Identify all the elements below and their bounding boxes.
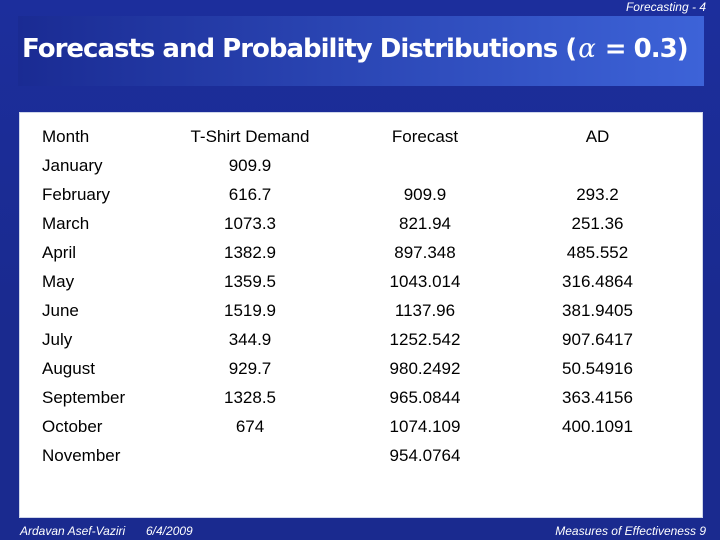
cell-demand: 1073.3 (224, 214, 276, 233)
cell-ad: 400.1091 (562, 417, 633, 436)
cell-ad: 50.54916 (562, 359, 633, 378)
table-row: January 909.9 (20, 156, 704, 185)
title-prefix: Forecasts and Probability Distributions … (22, 34, 577, 64)
page-title: Forecasts and Probability Distributions … (22, 34, 689, 64)
cell-demand: 616.7 (228, 185, 272, 204)
cell-demand: 1519.9 (224, 301, 276, 320)
table-row: September 1328.5 965.0844 363.4156 (20, 388, 704, 417)
cell-demand: 1328.5 (224, 388, 276, 407)
footer-section: Measures of Effectiveness 9 (555, 524, 706, 538)
column-header-month: Month (42, 127, 90, 146)
cell-ad: 293.2 (576, 185, 619, 204)
cell-ad: 363.4156 (562, 388, 633, 407)
table-row: November 954.0764 (20, 446, 704, 475)
cell-month: June (42, 301, 79, 320)
cell-forecast: 954.0764 (389, 446, 461, 465)
table-panel: Month T-Shirt Demand Forecast AD January… (19, 112, 703, 518)
cell-demand: 344.9 (228, 330, 272, 349)
alpha-symbol: α (578, 34, 596, 64)
cell-demand: 1382.9 (224, 243, 276, 262)
cell-forecast: 909.9 (403, 185, 447, 204)
cell-month: October (42, 417, 103, 436)
cell-forecast: 897.348 (394, 243, 456, 262)
cell-month: April (42, 243, 77, 262)
cell-month: March (42, 214, 90, 233)
cell-month: November (42, 446, 121, 465)
cell-demand: 929.7 (228, 359, 272, 378)
table-row: February 616.7 909.9 293.2 (20, 185, 704, 214)
cell-forecast: 821.94 (399, 214, 451, 233)
cell-forecast: 1252.542 (389, 330, 461, 349)
cell-ad: 485.552 (566, 243, 629, 262)
cell-ad: 251.36 (571, 214, 624, 233)
cell-month: July (42, 330, 73, 349)
chapter-label: Forecasting - 4 (625, 0, 706, 14)
table-row: October 674 1074.109 400.1091 (20, 417, 704, 446)
cell-ad: 381.9405 (562, 301, 633, 320)
cell-month: May (42, 272, 75, 291)
cell-forecast: 980.2492 (389, 359, 461, 378)
cell-demand: 1359.5 (224, 272, 276, 291)
cell-demand: 909.9 (228, 156, 272, 175)
cell-forecast: 1137.96 (394, 301, 456, 320)
cell-month: February (42, 185, 111, 204)
cell-forecast: 1074.109 (389, 417, 461, 436)
cell-month: September (42, 388, 126, 407)
column-header-ad: AD (585, 127, 610, 146)
table-row: July 344.9 1252.542 907.6417 (20, 330, 704, 359)
footer-author: Ardavan Asef-Vaziri (20, 524, 126, 538)
title-suffix: = 0.3) (596, 34, 689, 64)
cell-ad: 316.4864 (562, 272, 633, 291)
column-header-demand: T-Shirt Demand (190, 127, 310, 146)
table-row: April 1382.9 897.348 485.552 (20, 243, 704, 272)
table-header-row: Month T-Shirt Demand Forecast AD (20, 127, 704, 156)
table-row: May 1359.5 1043.014 316.4864 (20, 272, 704, 301)
table-row: August 929.7 980.2492 50.54916 (20, 359, 704, 388)
footer-date: 6/4/2009 (146, 524, 193, 538)
table-row: March 1073.3 821.94 251.36 (20, 214, 704, 243)
cell-month: August (42, 359, 95, 378)
cell-demand: 674 (235, 417, 265, 436)
cell-month: January (42, 156, 103, 175)
column-header-forecast: Forecast (391, 127, 459, 146)
cell-forecast: 965.0844 (389, 388, 461, 407)
title-bar (18, 16, 704, 86)
cell-ad: 907.6417 (562, 330, 633, 349)
table-row: June 1519.9 1137.96 381.9405 (20, 301, 704, 330)
cell-forecast: 1043.014 (389, 272, 461, 291)
